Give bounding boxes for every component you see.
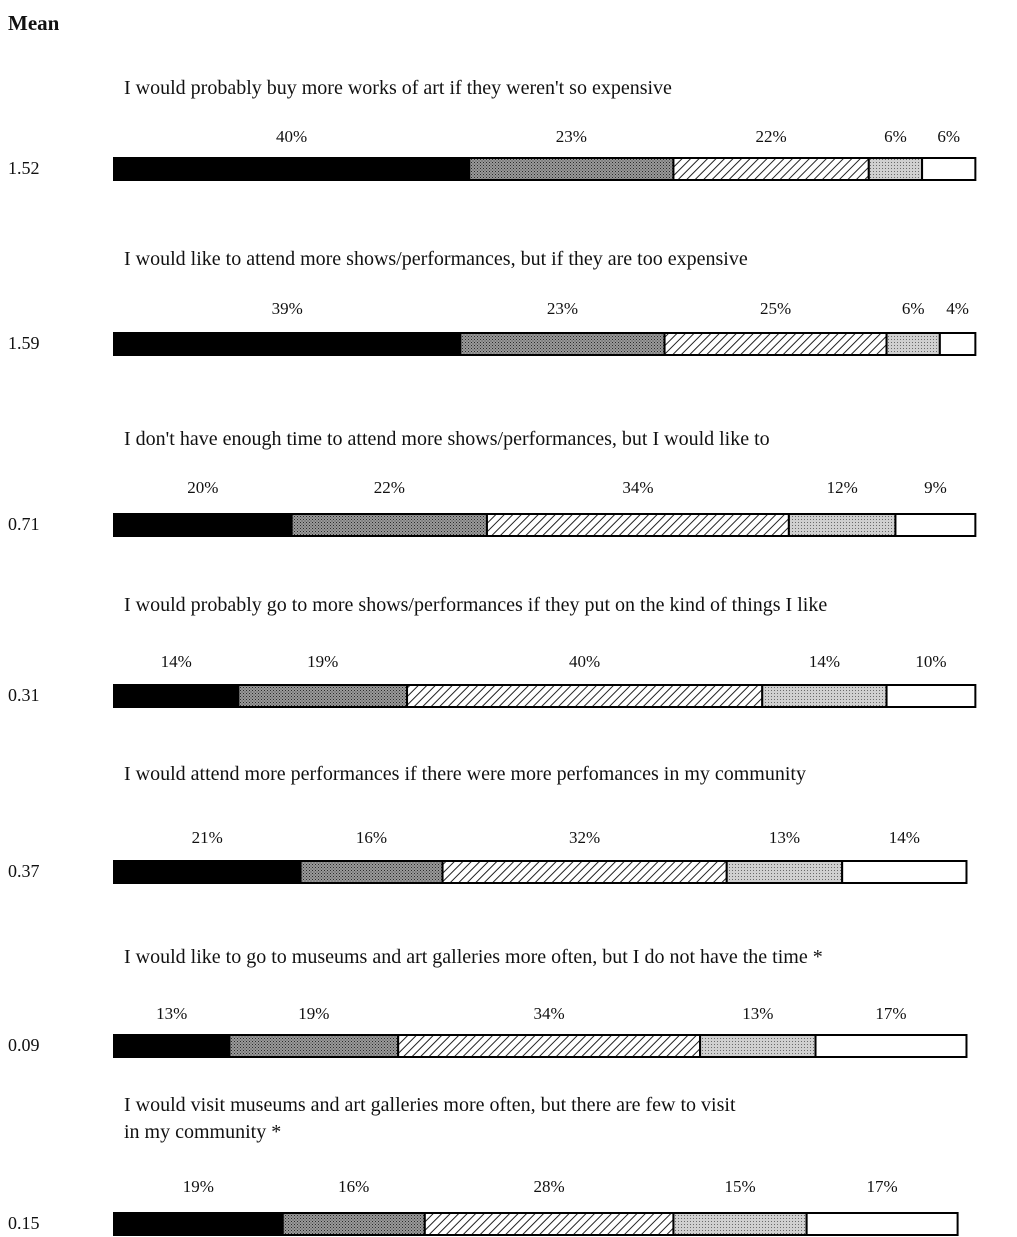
question-text: I would like to attend more shows/perfor… [124, 248, 748, 270]
data-label: 17% [867, 1177, 898, 1196]
bar-segment-5 [894, 513, 977, 537]
bar-segment-1 [113, 157, 471, 181]
data-label: 10% [915, 652, 946, 671]
bar-segment-3 [406, 684, 764, 708]
data-label: 25% [760, 299, 791, 318]
bar-segment-1 [113, 513, 293, 537]
question-text: I would visit museums and art galleries … [124, 1094, 736, 1116]
mean-value: 1.59 [8, 333, 40, 353]
data-label: 16% [338, 1177, 369, 1196]
bar-segment-4 [787, 513, 897, 537]
bar-segment-1 [113, 332, 462, 356]
mean-value: 0.37 [8, 861, 40, 881]
question-text: I would probably buy more works of art i… [124, 77, 672, 99]
bar-segment-3 [485, 513, 790, 537]
data-label: 39% [272, 299, 303, 318]
mean-value: 0.09 [8, 1035, 40, 1055]
data-label: 4% [946, 299, 969, 318]
data-label: 23% [556, 127, 587, 146]
data-label: 9% [924, 478, 947, 497]
question-row: I would like to go to museums and art ga… [8, 946, 968, 1058]
question-row: I would probably buy more works of art i… [8, 77, 977, 181]
data-label: 40% [276, 127, 307, 146]
bar-segment-1 [113, 860, 302, 884]
mean-value: 1.52 [8, 158, 40, 178]
data-label: 16% [356, 828, 387, 847]
chart-rows: I would probably buy more works of art i… [8, 77, 977, 1236]
bar-segment-2 [299, 860, 444, 884]
bar-segment-3 [423, 1212, 675, 1236]
bar-segment-2 [468, 157, 675, 181]
mean-value: 0.31 [8, 685, 40, 705]
mean-value: 0.15 [8, 1213, 40, 1233]
question-row: I would attend more performances if ther… [8, 763, 968, 884]
data-label: 34% [622, 478, 653, 497]
data-label: 22% [374, 478, 405, 497]
bar-segment-4 [699, 1034, 817, 1058]
bar-segment-1 [113, 1034, 231, 1058]
bar-segment-3 [441, 860, 728, 884]
bar-segment-4 [672, 1212, 808, 1236]
bar-segment-4 [867, 157, 924, 181]
data-label: 13% [769, 828, 800, 847]
bar-segment-1 [113, 684, 240, 708]
bar-segment-3 [672, 157, 870, 181]
bar-segment-5 [885, 684, 977, 708]
question-row: I don't have enough time to attend more … [8, 428, 977, 537]
bar-segment-5 [921, 157, 977, 181]
bar-segment-4 [885, 332, 941, 356]
data-label: 6% [902, 299, 925, 318]
question-text: I would attend more performances if ther… [124, 763, 806, 785]
data-label: 28% [534, 1177, 565, 1196]
question-text: I would probably go to more shows/perfor… [124, 594, 827, 616]
bar-segment-5 [814, 1034, 968, 1058]
bar-segment-2 [237, 684, 409, 708]
data-label: 32% [569, 828, 600, 847]
data-label: 19% [183, 1177, 214, 1196]
data-label: 14% [889, 828, 920, 847]
data-label: 40% [569, 652, 600, 671]
mean-header: Mean [8, 11, 60, 35]
data-label: 13% [742, 1004, 773, 1023]
data-label: 13% [156, 1004, 187, 1023]
bar-segment-4 [761, 684, 888, 708]
data-label: 6% [937, 127, 960, 146]
question-text: I don't have enough time to attend more … [124, 428, 770, 450]
data-label: 23% [547, 299, 578, 318]
data-label: 17% [875, 1004, 906, 1023]
question-text: I would like to go to museums and art ga… [124, 946, 823, 968]
data-label: 14% [809, 652, 840, 671]
data-label: 19% [307, 652, 338, 671]
question-row: I would visit museums and art galleries … [8, 1094, 959, 1236]
bar-segment-1 [113, 1212, 284, 1236]
bar-segment-3 [397, 1034, 702, 1058]
data-label: 21% [192, 828, 223, 847]
question-text: in my community * [124, 1121, 281, 1143]
data-label: 6% [884, 127, 907, 146]
mean-value: 0.71 [8, 514, 40, 534]
data-label: 34% [534, 1004, 565, 1023]
data-label: 15% [724, 1177, 755, 1196]
question-row: I would probably go to more shows/perfor… [8, 594, 977, 708]
bar-segment-2 [228, 1034, 400, 1058]
data-label: 22% [756, 127, 787, 146]
question-row: I would like to attend more shows/perfor… [8, 248, 977, 356]
bar-segment-5 [938, 332, 977, 356]
data-label: 12% [827, 478, 858, 497]
bar-segment-2 [290, 513, 488, 537]
bar-segment-5 [841, 860, 968, 884]
bar-segment-3 [663, 332, 888, 356]
data-label: 14% [161, 652, 192, 671]
bar-segment-4 [725, 860, 844, 884]
bar-segment-5 [805, 1212, 959, 1236]
data-label: 19% [298, 1004, 329, 1023]
bar-segment-2 [281, 1212, 426, 1236]
bar-segment-2 [459, 332, 666, 356]
data-label: 20% [187, 478, 218, 497]
